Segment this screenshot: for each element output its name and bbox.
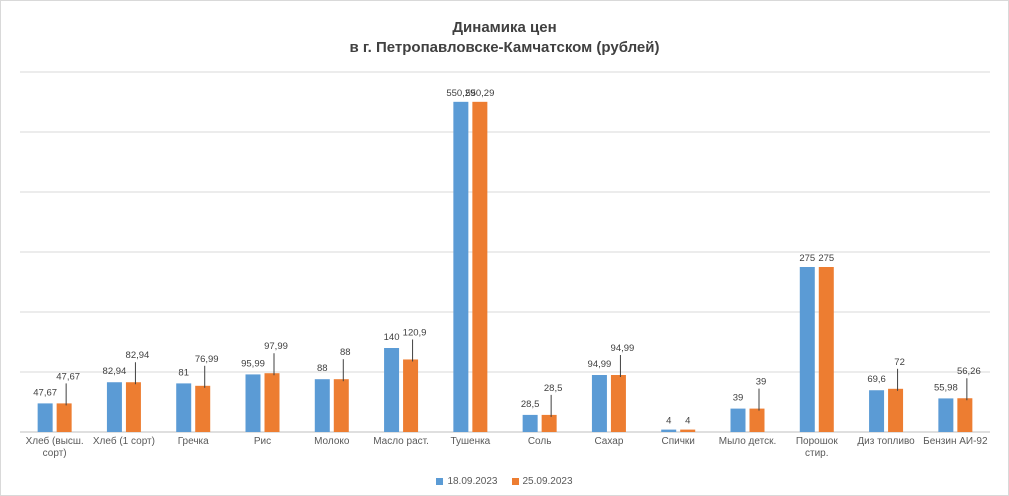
category-label: Спички — [662, 436, 695, 447]
data-label: 275 — [799, 253, 815, 264]
legend-item-series-2: 25.09.2023 — [511, 476, 573, 487]
category-label: Порошок — [796, 436, 838, 447]
data-label: 550,29 — [465, 88, 494, 99]
legend-swatch-series-2 — [511, 478, 519, 485]
data-label: 4 — [666, 416, 671, 427]
data-label: 94,99 — [588, 359, 612, 370]
bar-series-2 — [610, 375, 626, 432]
legend-item-series-1: 18.09.2023 — [436, 476, 498, 487]
bar-series-1 — [522, 414, 538, 432]
category-label: Тушенка — [450, 436, 490, 447]
bar-series-2 — [541, 414, 557, 432]
bar-series-1 — [384, 348, 400, 432]
data-label: 39 — [733, 393, 744, 404]
bar-series-1 — [314, 379, 330, 432]
category-label: Бензин АИ-92 — [923, 436, 988, 447]
category-label: сорт) — [43, 448, 67, 459]
legend: 18.09.2023 25.09.2023 — [0, 476, 1009, 487]
data-label: 120,9 — [403, 327, 427, 338]
bar-series-2 — [680, 429, 696, 432]
category-label: Хлеб (1 сорт) — [93, 435, 155, 447]
legend-label-series-1: 18.09.2023 — [447, 476, 498, 487]
category-label: Масло раст. — [373, 436, 429, 447]
bar-series-2 — [264, 373, 280, 432]
data-label: 47,67 — [33, 387, 57, 398]
bar-series-1 — [938, 398, 954, 432]
bar-series-2 — [125, 382, 141, 432]
bar-series-2 — [195, 385, 211, 432]
legend-swatch-series-1 — [436, 478, 444, 485]
bar-series-1 — [245, 374, 261, 432]
data-label: 88 — [340, 347, 351, 358]
data-label: 275 — [818, 253, 834, 264]
bar-series-1 — [453, 101, 469, 433]
bar-series-2 — [333, 379, 349, 432]
bar-series-1 — [37, 403, 53, 432]
data-label: 140 — [384, 332, 400, 343]
bar-series-2 — [957, 398, 973, 432]
bar-series-1 — [661, 429, 677, 432]
bar-series-2 — [749, 408, 765, 432]
data-label: 39 — [756, 377, 767, 388]
bar-series-1 — [176, 383, 192, 432]
legend-label-series-2: 25.09.2023 — [522, 476, 573, 487]
chart-title-main: Динамика цен — [452, 19, 557, 36]
data-label: 82,94 — [103, 366, 127, 377]
data-label: 55,98 — [934, 382, 958, 393]
data-label: 4 — [685, 416, 690, 427]
category-label: стир. — [805, 448, 829, 459]
data-label: 72 — [894, 357, 905, 368]
data-label: 56,26 — [957, 366, 981, 377]
data-label: 95,99 — [241, 358, 265, 369]
data-label: 88 — [317, 363, 328, 374]
data-label: 76,99 — [195, 354, 219, 365]
bar-series-1 — [591, 375, 607, 432]
bar-series-2 — [472, 101, 488, 433]
data-label: 81 — [178, 367, 189, 378]
category-label: Рис — [254, 436, 271, 447]
data-label: 47,67 — [56, 371, 80, 382]
bar-series-2 — [56, 403, 72, 432]
data-label: 550,29 — [446, 88, 475, 99]
bar-series-1 — [106, 382, 122, 432]
chart-title: Динамика цен в г. Петропавловске-Камчатс… — [0, 18, 1009, 58]
chart-subtitle: в г. Петропавловске-Камчатском (рублей) — [349, 39, 660, 56]
category-label: Мыло детск. — [719, 436, 777, 447]
category-label: Хлеб (высш. — [26, 435, 84, 447]
category-label: Сахар — [594, 436, 623, 447]
data-label: 94,99 — [611, 343, 635, 354]
bar-series-2 — [818, 267, 834, 432]
bar-series-1 — [799, 267, 815, 432]
data-label: 97,99 — [264, 341, 288, 352]
data-label: 28,5 — [544, 383, 563, 394]
data-label: 28,5 — [521, 399, 540, 410]
bar-series-2 — [888, 388, 904, 432]
data-label: 69,6 — [867, 374, 886, 385]
category-label: Соль — [528, 436, 552, 447]
category-label: Гречка — [178, 436, 209, 447]
category-label: Молоко — [314, 436, 350, 447]
bar-series-1 — [869, 390, 885, 432]
bar-series-1 — [730, 408, 746, 432]
data-label: 82,94 — [126, 350, 150, 361]
bar-series-2 — [403, 359, 419, 432]
category-label: Диз топливо — [857, 436, 915, 447]
